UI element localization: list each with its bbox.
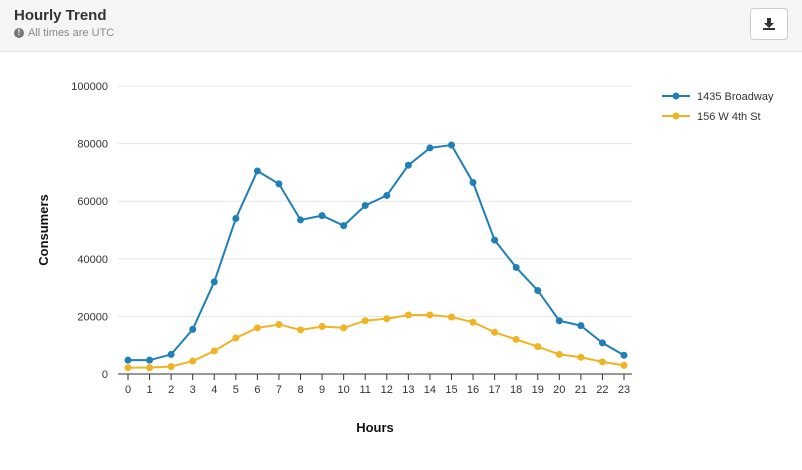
series-line-2 [128,313,625,369]
y-axis-title: Consumers [36,194,51,266]
x-tick-label: 7 [276,384,282,396]
x-tick-label: 19 [532,384,544,396]
data-point [383,191,391,199]
legend-swatch-marker [672,112,680,120]
x-tick-label: 0 [125,384,131,396]
x-tick-label: 18 [510,384,522,396]
data-point [491,236,499,244]
data-point [146,356,154,364]
data-point [275,180,283,188]
data-point [534,343,542,351]
data-point [512,335,520,343]
data-point [404,161,412,169]
x-tick-label: 11 [360,384,371,396]
data-point [340,222,348,230]
data-point [318,322,326,330]
legend-label: 1435 Broadway [697,91,774,103]
data-point [318,212,326,220]
data-point [598,358,606,366]
x-tick-label: 3 [190,384,196,396]
data-point [555,317,563,325]
data-point [124,364,132,372]
x-tick-label: 16 [467,384,479,396]
x-tick-label: 23 [618,384,630,396]
x-tick-label: 8 [297,384,303,396]
legend-label: 156 W 4th St [697,111,761,123]
y-tick-label: 20000 [77,311,108,323]
data-point [577,353,585,361]
x-tick-label: 6 [254,384,260,396]
data-point [469,178,477,186]
data-point [232,214,240,222]
x-tick-label: 20 [553,384,565,396]
panel-header: Hourly Trend ! All times are UTC [0,0,802,52]
y-tick-label: 80000 [77,139,108,151]
data-point [404,311,412,319]
data-point [534,286,542,294]
y-tick-label: 40000 [77,254,108,266]
data-point [189,357,197,365]
info-icon: ! [14,28,24,38]
x-tick-label: 22 [596,384,608,396]
x-tick-label: 5 [233,384,239,396]
series-line-1 [128,143,625,362]
data-point [297,326,305,334]
data-point [426,311,434,319]
data-point [555,350,563,358]
download-button[interactable] [750,8,788,40]
data-point [620,361,628,369]
y-tick-label: 100000 [71,81,108,93]
data-point [361,202,369,210]
data-point [167,350,175,358]
legend-swatch-marker [672,92,680,100]
y-tick-label: 60000 [77,196,108,208]
data-point [340,324,348,332]
data-point [383,315,391,323]
x-tick-label: 9 [319,384,325,396]
x-tick-label: 13 [402,384,414,396]
data-point [426,144,434,152]
data-point [512,263,520,271]
x-tick-label: 10 [338,384,350,396]
data-point [469,318,477,326]
panel-title: Hourly Trend [14,7,107,24]
x-tick-label: 15 [445,384,457,396]
x-tick-label: 17 [488,384,500,396]
x-tick-label: 1 [147,384,153,396]
data-point [232,334,240,342]
data-point [275,320,283,328]
data-point [620,351,628,359]
download-icon [763,18,775,30]
timezone-note: All times are UTC [28,27,115,39]
x-tick-label: 21 [575,384,587,396]
data-point [253,167,261,175]
data-point [447,313,455,321]
data-point [598,339,606,347]
x-tick-label: 14 [424,384,436,396]
data-point [210,347,218,355]
x-tick-label: 4 [211,384,217,396]
data-point [124,356,132,364]
data-point [253,324,261,332]
x-tick-label: 2 [168,384,174,396]
data-point [167,363,175,371]
data-point [189,325,197,333]
data-point [577,322,585,330]
y-tick-label: 0 [102,369,108,381]
data-point [447,141,455,149]
data-point [146,364,154,372]
panel-subtitle: ! All times are UTC [14,27,114,39]
data-point [491,328,499,336]
data-point [361,317,369,325]
x-tick-label: 12 [381,384,393,396]
data-point [297,216,305,224]
x-axis-title: Hours [356,420,394,435]
data-point [210,278,218,286]
